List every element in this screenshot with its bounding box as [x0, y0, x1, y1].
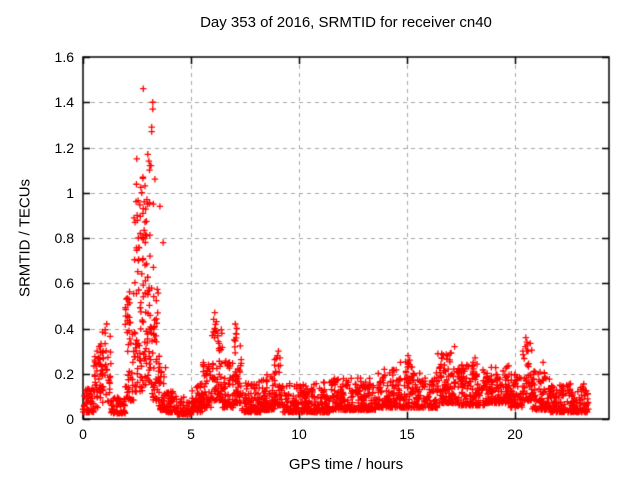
- chart-title: Day 353 of 2016, SRMTID for receiver cn4…: [200, 14, 492, 31]
- x-tick-label: 20: [507, 426, 523, 442]
- y-tick-label: 1.2: [54, 139, 74, 156]
- y-tick-label: 0: [66, 411, 74, 427]
- y-tick-label: 0.8: [54, 230, 74, 246]
- x-tick-label: 15: [399, 426, 415, 442]
- y-tick-label: 0.6: [54, 275, 74, 292]
- y-tick-label: 1: [66, 184, 74, 201]
- y-tick-label: 0.4: [54, 320, 74, 337]
- x-axis-label: GPS time / hours: [288, 456, 404, 473]
- x-tick-label: 5: [187, 426, 195, 442]
- x-tick-label: 10: [291, 426, 307, 442]
- y-tick-label: 0.2: [54, 365, 74, 382]
- y-tick-label: 1.4: [54, 94, 74, 111]
- y-tick-label: 1.6: [54, 49, 74, 65]
- x-tick-label: 0: [79, 426, 87, 442]
